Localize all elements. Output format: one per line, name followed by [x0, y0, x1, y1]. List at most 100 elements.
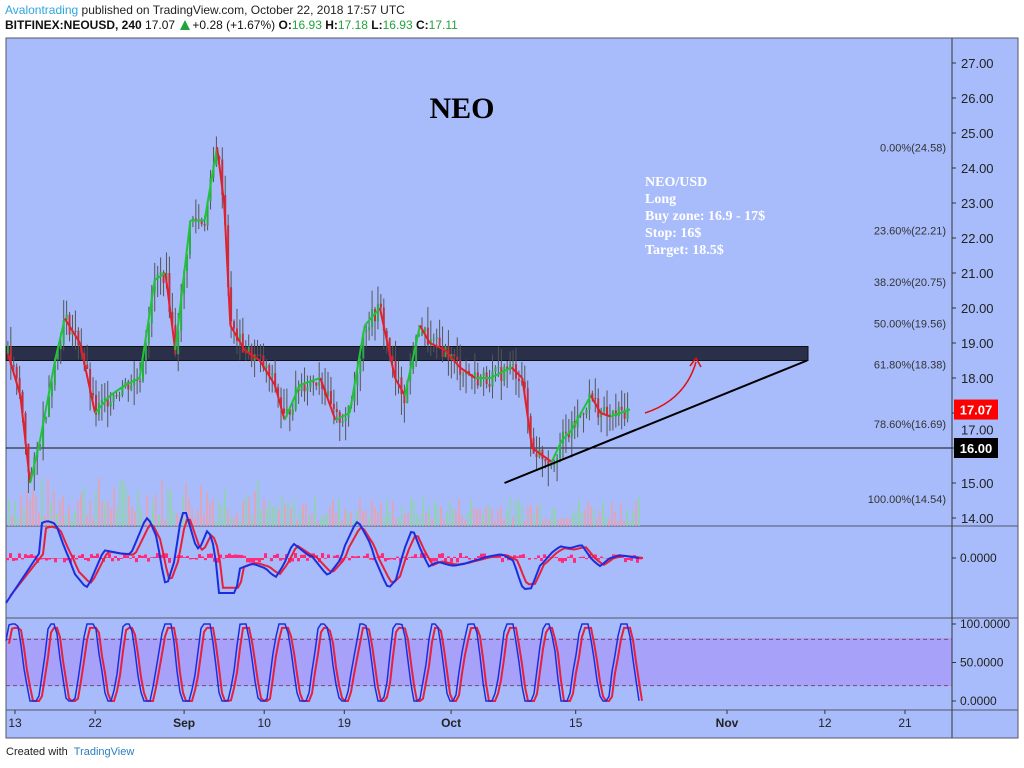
volume-bar [347, 510, 349, 526]
macd-histogram-bar [438, 553, 441, 558]
macd-histogram-bar [24, 554, 27, 558]
moving-average-segment [216, 146, 226, 204]
macd-histogram-bar [324, 558, 327, 559]
candle-body [453, 354, 456, 357]
macd-histogram-bar [219, 554, 222, 558]
close-label: C: [415, 18, 429, 32]
volume-bar [401, 506, 403, 526]
volume-bar [47, 477, 49, 526]
y-tick-label: 19.00 [961, 336, 994, 351]
candle-body [291, 409, 294, 415]
volume-bar [161, 480, 163, 526]
candle-body [497, 367, 500, 369]
macd-histogram-bar [18, 553, 21, 558]
candle-body [133, 378, 136, 386]
volume-bar [74, 510, 76, 526]
candle-body [603, 406, 606, 412]
macd-histogram-bar [624, 558, 627, 563]
volume-bar [86, 514, 88, 526]
candle-body [235, 328, 238, 341]
candle-body [9, 345, 12, 366]
volume-bar [638, 496, 640, 526]
volume-bar [572, 513, 574, 526]
candle-body [312, 380, 315, 383]
y-tick-label: 26.00 [961, 91, 994, 106]
volume-bar [71, 517, 73, 526]
volume-bar [356, 509, 358, 526]
moving-average-segment [334, 412, 351, 421]
volume-bar [515, 499, 517, 526]
volume-bar [125, 487, 127, 526]
candle-body [438, 337, 441, 347]
macd-histogram-bar [357, 556, 360, 558]
candle-body [365, 330, 368, 333]
macd-histogram-bar [264, 553, 267, 558]
macd-histogram-bar [21, 558, 24, 560]
y-tick-label: 27.00 [961, 56, 994, 71]
volume-bar [77, 499, 79, 526]
candle-body [15, 366, 18, 379]
macd-histogram-bar [210, 553, 213, 558]
candle-body [356, 373, 359, 386]
volume-bar [413, 501, 415, 526]
candle-body [241, 333, 244, 353]
volume-bar [218, 500, 220, 526]
moving-average-segment [164, 272, 177, 351]
volume-bar [197, 510, 199, 526]
volume-bar [539, 503, 541, 526]
volume-bar [467, 512, 469, 526]
candle-body [526, 388, 529, 417]
candle-body [294, 386, 297, 410]
macd-histogram-bar [504, 557, 507, 558]
macd-histogram-bar [363, 555, 366, 558]
macd-histogram-bar [402, 556, 405, 558]
macd-histogram-bar [147, 558, 150, 562]
volume-bar [266, 508, 268, 526]
macd-histogram-bar [366, 553, 369, 558]
volume-bar [587, 501, 589, 526]
volume-bar [431, 517, 433, 526]
candle-body [45, 416, 48, 420]
volume-bar [326, 513, 328, 526]
author-link[interactable]: Avalontrading [5, 3, 79, 17]
time-axis-background [6, 710, 1018, 738]
volume-bar [386, 498, 388, 526]
volume-bar [374, 507, 376, 526]
volume-bar [59, 500, 61, 526]
macd-histogram-bar [249, 558, 252, 563]
volume-bar [440, 505, 442, 526]
macd-histogram-bar [87, 558, 90, 562]
macd-histogram-bar [207, 553, 210, 558]
macd-histogram-bar [561, 558, 564, 563]
macd-histogram-bar [156, 553, 159, 558]
macd-histogram-bar [381, 553, 384, 558]
macd-histogram-bar [168, 558, 171, 563]
candle-body [280, 397, 283, 409]
candle-body [608, 414, 611, 416]
macd-histogram-bar [507, 558, 510, 561]
tradingview-logo[interactable]: TradingView [73, 746, 135, 758]
candle-body [488, 384, 491, 387]
volume-bar [419, 517, 421, 526]
macd-histogram-bar [225, 554, 228, 558]
stoch-k-line [5, 623, 640, 702]
macd-histogram-bar [321, 553, 324, 558]
candle-body [227, 225, 230, 288]
macd-histogram-bar [567, 556, 570, 558]
line-price-label: 16.00 [960, 441, 993, 456]
volume-bar [542, 520, 544, 526]
volume-bar [89, 500, 91, 526]
volume-bar [155, 494, 157, 526]
volume-bar [428, 507, 430, 526]
volume-bar [167, 489, 169, 526]
candle-body [268, 365, 271, 376]
volume-bar [323, 515, 325, 526]
volume-bar [158, 515, 160, 526]
high-label: H: [325, 18, 338, 32]
candle-body [535, 453, 538, 457]
candle-body [171, 312, 174, 325]
macd-histogram-bar [501, 558, 504, 563]
volume-bar [422, 496, 424, 526]
macd-histogram-bar [378, 555, 381, 558]
